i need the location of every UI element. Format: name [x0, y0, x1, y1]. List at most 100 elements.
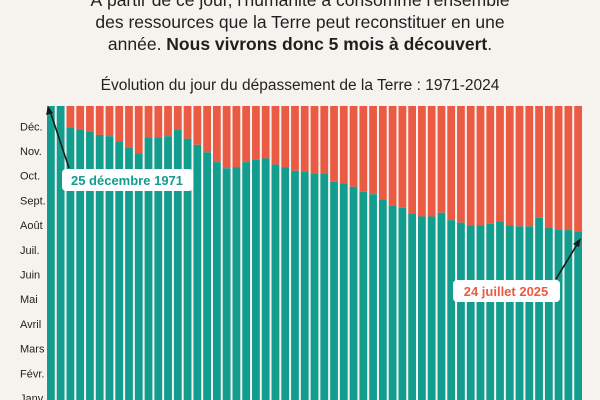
- bar-overshoot-1997: [300, 172, 309, 400]
- bar-overshoot-2017: [496, 221, 504, 400]
- bar-overshoot-1999: [320, 173, 329, 400]
- bar-overshoot-1980: [134, 153, 143, 400]
- bar-deficit-1981: [144, 106, 153, 138]
- bar-overshoot-1981: [144, 137, 153, 400]
- bar-deficit-1999: [320, 106, 329, 174]
- bar-overshoot-2018: [505, 225, 514, 400]
- bar-deficit-2017: [496, 106, 504, 222]
- annotation-2025-arrowhead: [573, 238, 581, 247]
- bar-overshoot-2023: [554, 230, 563, 400]
- bar-deficit-1983: [164, 106, 172, 137]
- y-tick-label: Nov.: [20, 146, 42, 158]
- y-tick-label: Avril: [20, 319, 41, 331]
- y-tick-label: Juin: [20, 270, 40, 282]
- bar-overshoot-1974: [76, 130, 85, 400]
- bar-deficit-1989: [222, 106, 231, 169]
- bar-deficit-2005: [378, 106, 387, 200]
- bar-deficit-1984: [173, 106, 182, 130]
- bar-overshoot-1982: [154, 137, 163, 400]
- bar-overshoot-1972: [56, 106, 65, 400]
- annotation-2025-box: [453, 280, 560, 302]
- y-tick-label: Mai: [20, 294, 38, 306]
- annotations-group: 25 décembre 1971 24 juillet 2025: [46, 106, 581, 302]
- bar-deficit-1998: [310, 106, 319, 174]
- bar-deficit-2003: [359, 106, 368, 192]
- bar-overshoot-2005: [378, 199, 387, 400]
- bar-deficit-1993: [261, 106, 270, 159]
- intro-line-3: année. Nous vivrons donc 5 mois à découv…: [0, 33, 600, 55]
- bar-deficit-2014: [466, 106, 475, 226]
- bar-overshoot-1996: [291, 170, 299, 400]
- bar-deficit-1975: [86, 106, 94, 132]
- bars-group: [47, 106, 582, 400]
- intro-line-2: des ressources que la Terre peut reconst…: [95, 12, 505, 32]
- bar-overshoot-1987: [203, 152, 211, 400]
- bar-deficit-1978: [115, 106, 124, 142]
- bar-overshoot-1973: [66, 127, 75, 400]
- y-tick-label: Sept.: [20, 195, 46, 207]
- bar-overshoot-1995: [281, 167, 290, 400]
- bar-deficit-1980: [134, 106, 143, 154]
- bar-overshoot-2010: [427, 216, 436, 400]
- bar-deficit-1994: [271, 106, 280, 165]
- y-tick-label: Janv.: [20, 393, 45, 400]
- bar-deficit-2019: [515, 106, 524, 227]
- bar-deficit-2010: [427, 106, 436, 217]
- annotation-1971-arrow: [49, 110, 70, 169]
- bar-deficit-1990: [232, 106, 241, 168]
- bar-deficit-1976: [95, 106, 104, 135]
- bar-deficit-2021: [535, 106, 543, 218]
- annotation-1971-label: 25 décembre 1971: [71, 173, 183, 188]
- bar-deficit-1979: [125, 106, 133, 148]
- bar-overshoot-2011: [437, 212, 446, 400]
- bar-deficit-1992: [252, 106, 260, 160]
- intro-text: À partir de ce jour, l'humanité a consom…: [0, 0, 600, 55]
- y-tick-label: Juil.: [20, 245, 40, 257]
- bar-deficit-2007: [398, 106, 407, 208]
- y-axis-ticks: Janv. Févr. Mars Avril Mai Juin Juil. Août Sept.…: [20, 121, 46, 400]
- annotation-1971-box: [62, 169, 193, 191]
- bar-deficit-2016: [486, 106, 495, 224]
- bar-overshoot-1971: [47, 106, 55, 400]
- bar-deficit-1982: [154, 106, 163, 138]
- bar-overshoot-1975: [86, 131, 94, 400]
- intro-line-1: À partir de ce jour, l'humanité a consom…: [90, 0, 510, 10]
- bar-deficit-1991: [242, 106, 251, 163]
- bar-deficit-2002: [349, 106, 358, 187]
- bar-overshoot-2009: [418, 216, 426, 400]
- bar-deficit-1988: [212, 106, 221, 163]
- intro-line-3-start: année.: [107, 34, 167, 54]
- bar-overshoot-2013: [457, 222, 465, 400]
- bar-overshoot-1994: [271, 164, 280, 400]
- bar-overshoot-2020: [525, 226, 534, 400]
- bar-overshoot-2019: [515, 226, 524, 400]
- bar-deficit-2015: [476, 106, 485, 226]
- bar-overshoot-1977: [105, 136, 114, 400]
- bar-deficit-2018: [505, 106, 514, 226]
- bar-overshoot-1988: [212, 162, 221, 400]
- bar-deficit-2024: [564, 106, 573, 231]
- bar-deficit-2012: [447, 106, 456, 221]
- bar-overshoot-2004: [369, 194, 377, 400]
- bar-overshoot-1998: [310, 173, 319, 400]
- y-tick-label: Déc.: [20, 121, 43, 133]
- bar-deficit-1997: [300, 106, 309, 172]
- bar-overshoot-1983: [164, 136, 172, 400]
- bar-overshoot-1989: [222, 168, 231, 400]
- annotation-2025-label: 24 juillet 2025: [464, 284, 549, 299]
- bar-deficit-1995: [281, 106, 290, 168]
- bar-deficit-2006: [388, 106, 397, 206]
- bar-deficit-2011: [437, 106, 446, 213]
- bar-deficit-1985: [183, 106, 192, 139]
- bar-overshoot-1990: [232, 167, 241, 400]
- bar-overshoot-2016: [486, 223, 495, 400]
- bar-overshoot-2025: [574, 231, 582, 400]
- bar-deficit-1987: [203, 106, 211, 153]
- bar-deficit-2004: [369, 106, 377, 195]
- bar-overshoot-1992: [252, 159, 260, 400]
- intro-line-3-end: .: [487, 34, 493, 54]
- bar-deficit-2022: [544, 106, 553, 228]
- bar-overshoot-1984: [173, 130, 182, 400]
- bar-overshoot-2015: [476, 225, 485, 400]
- bar-overshoot-2006: [388, 205, 397, 400]
